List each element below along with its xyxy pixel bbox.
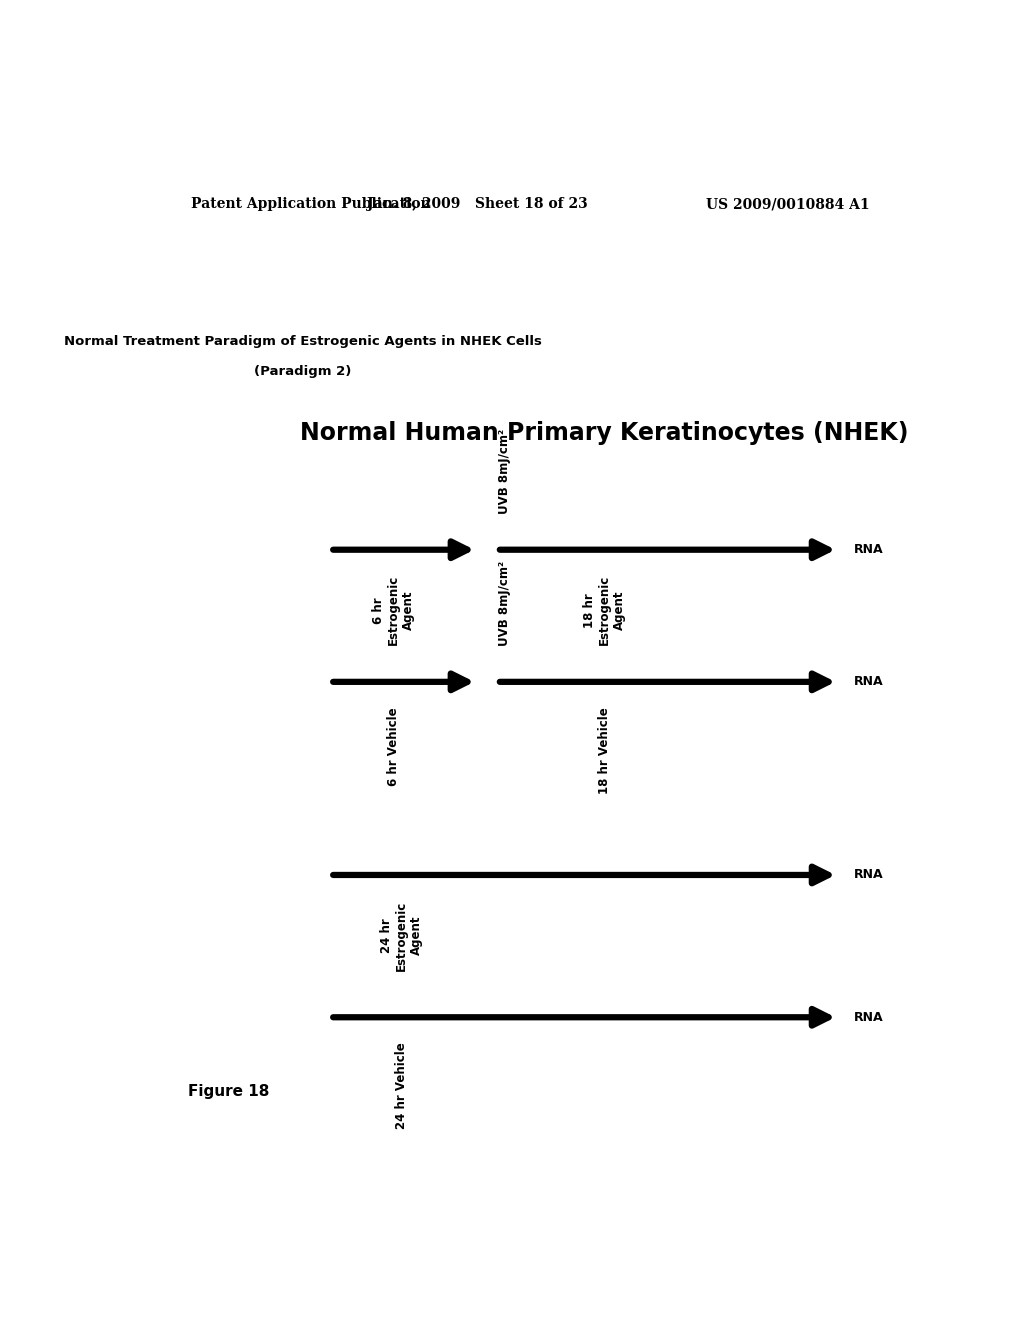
Text: UVB 8mJ/cm²: UVB 8mJ/cm² [499, 561, 511, 647]
Text: US 2009/0010884 A1: US 2009/0010884 A1 [707, 197, 870, 211]
Text: 18 hr
Estrogenic
Agent: 18 hr Estrogenic Agent [583, 576, 626, 645]
Text: 6 hr
Estrogenic
Agent: 6 hr Estrogenic Agent [373, 576, 416, 645]
Text: Jan. 8, 2009   Sheet 18 of 23: Jan. 8, 2009 Sheet 18 of 23 [367, 197, 588, 211]
Text: 6 hr Vehicle: 6 hr Vehicle [387, 708, 400, 785]
Text: 24 hr
Estrogenic
Agent: 24 hr Estrogenic Agent [380, 900, 423, 970]
Text: RNA: RNA [854, 869, 884, 882]
Text: RNA: RNA [854, 676, 884, 688]
Text: RNA: RNA [854, 1011, 884, 1024]
Text: UVB 8mJ/cm²: UVB 8mJ/cm² [499, 429, 511, 515]
Text: Normal Human Primary Keratinocytes (NHEK): Normal Human Primary Keratinocytes (NHEK… [300, 421, 908, 445]
Text: RNA: RNA [854, 544, 884, 556]
Text: Normal Treatment Paradigm of Estrogenic Agents in NHEK Cells: Normal Treatment Paradigm of Estrogenic … [63, 335, 542, 348]
Text: (Paradigm 2): (Paradigm 2) [254, 366, 351, 379]
Text: 18 hr Vehicle: 18 hr Vehicle [598, 708, 610, 795]
Text: Figure 18: Figure 18 [187, 1084, 269, 1100]
Text: Patent Application Publication: Patent Application Publication [191, 197, 431, 211]
Text: 24 hr Vehicle: 24 hr Vehicle [395, 1043, 409, 1130]
